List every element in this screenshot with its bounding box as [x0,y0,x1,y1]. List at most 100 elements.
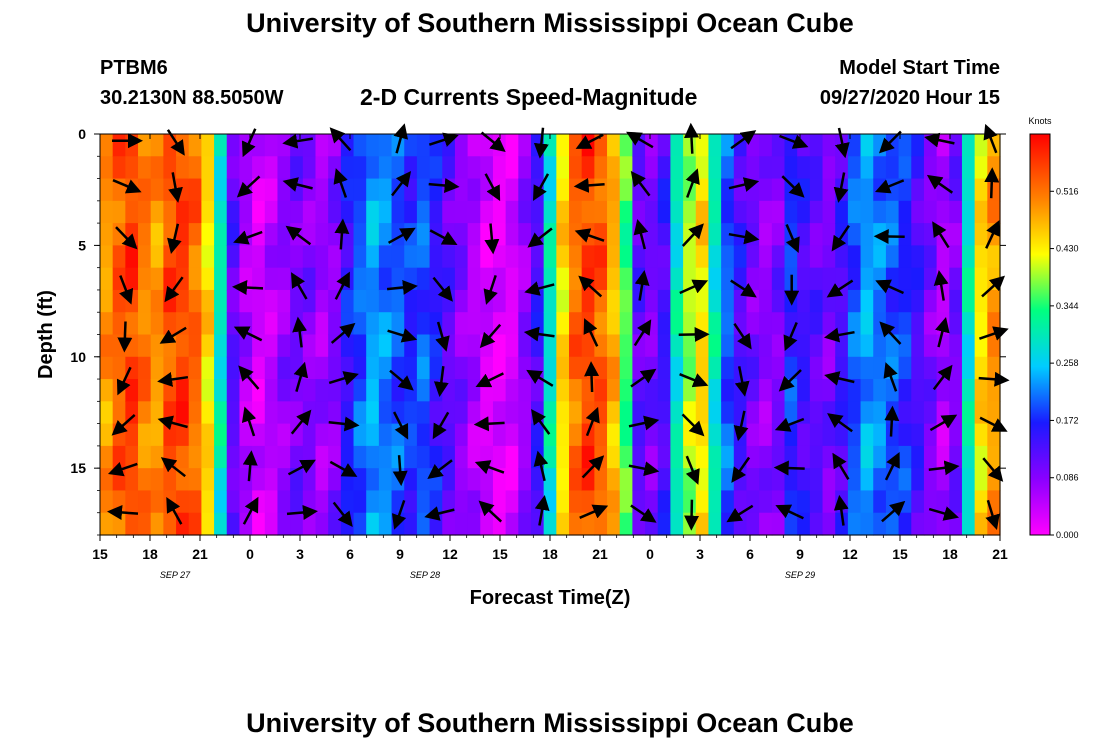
current-arrow [117,321,133,353]
heat-cell [353,468,367,492]
heat-cell [911,401,925,425]
heat-cell [366,134,380,157]
heat-cell [201,267,215,291]
heat-cell [708,445,722,469]
heat-cell [759,468,773,492]
heat-cell [226,401,241,425]
heat-cell [239,289,253,313]
heat-cell [657,156,672,180]
heat-cell [188,267,203,291]
heat-cell [809,200,824,224]
heat-cell [556,267,570,291]
heat-cell [404,401,418,425]
heat-cell [607,490,621,514]
heat-cell [581,334,595,358]
heat-cell [214,334,228,358]
heat-cell [518,245,532,269]
heat-cell [809,490,824,514]
heat-cell [100,134,114,157]
heat-cell [809,445,824,469]
heat-cell [961,134,976,157]
heat-cell [100,289,114,313]
heat-cell [391,289,405,313]
heat-cell [936,245,950,269]
heat-cell [290,423,304,447]
heat-cell [974,134,988,157]
heat-cell [188,490,203,514]
current-arrow [480,131,506,153]
heat-cell [657,334,672,358]
heat-cell [670,401,684,425]
heat-cell [619,468,633,492]
heat-cell [746,312,760,336]
heat-cell [569,356,583,380]
heat-cell [454,178,469,202]
current-arrow [933,269,949,301]
current-arrow [433,366,449,397]
heat-cell [809,379,824,402]
heat-cell [454,134,469,157]
heat-cell [733,156,748,180]
current-arrow [684,122,699,154]
heat-cell [277,156,291,180]
heat-cell [353,267,367,291]
heat-cell [328,379,342,402]
heat-cell [467,223,481,246]
heat-cell [226,423,241,447]
heat-cell [492,156,507,180]
current-arrow [823,327,855,343]
heat-cell [619,423,633,447]
heat-cell [378,156,393,180]
heat-cell [607,423,621,447]
heat-cell [138,200,152,224]
heat-cell [949,379,963,402]
heat-cell [746,401,760,425]
heat-cell [911,178,925,202]
heat-cell [100,312,114,336]
heat-cell [860,178,874,202]
heat-cell [594,468,608,492]
heat-cell [480,289,494,313]
heat-cell [366,334,380,358]
heat-cell [492,334,507,358]
colorbar: Knots 0.000 0.086 0.172 0.258 0.344 0.430 0.51… [1028,116,1078,540]
heat-cell [328,401,342,425]
heat-cell [569,267,583,291]
heat-cell [214,401,228,425]
heat-cell [252,267,266,291]
heat-cell [657,223,672,246]
heat-cell [366,445,380,469]
heat-cell [353,312,367,336]
heat-cell [518,289,532,313]
heat-cell [378,468,393,492]
heat-cell [619,289,633,313]
colorbar-ticks: 0.000 0.086 0.172 0.258 0.344 0.430 0.516 [1050,186,1079,540]
heat-cell [885,379,900,402]
heat-cell [252,512,266,536]
heat-cell [797,267,811,291]
heat-cell [847,468,862,492]
heat-cell [594,178,608,202]
heat-cell [721,223,735,246]
heat-cell [936,490,950,514]
heat-cell [302,356,317,380]
heat-cell [416,178,431,202]
heat-cell [454,512,469,536]
heat-cell [467,490,481,514]
heat-cell [429,289,443,313]
heat-cell [416,200,431,224]
current-arrow [778,369,802,392]
heat-cell [264,134,279,157]
heat-cell [936,156,950,180]
current-arrow [783,322,798,352]
current-arrow [985,499,1000,530]
heat-cell [378,401,393,425]
heat-cell [987,379,1001,402]
heat-cell [328,223,342,246]
heat-cell [315,423,329,447]
heat-cell [771,178,786,202]
heat-cell [873,468,887,492]
current-arrow [827,413,853,433]
heat-cell [480,401,494,425]
heat-cell [290,178,304,202]
